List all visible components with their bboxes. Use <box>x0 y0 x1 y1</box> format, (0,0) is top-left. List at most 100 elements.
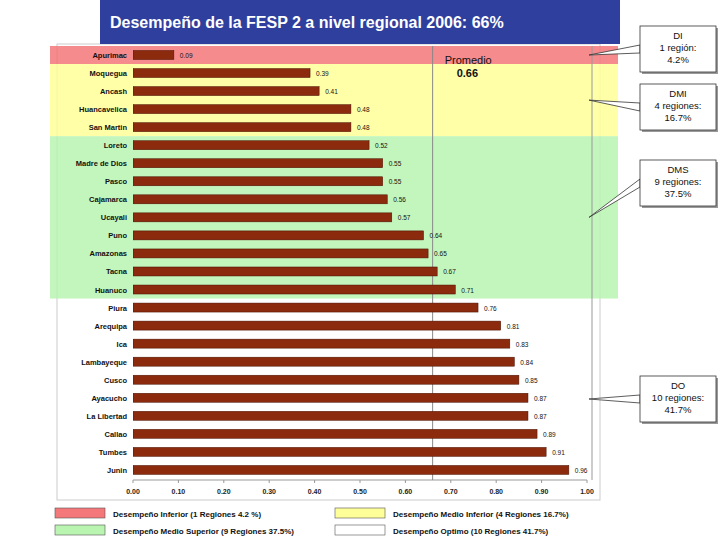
legend-label: Desempeño Medio Inferior (4 Regiones 16.… <box>393 510 569 519</box>
category-label: Pasco <box>105 177 128 186</box>
bar <box>133 177 383 186</box>
x-tick-label: 0.20 <box>217 488 231 495</box>
band <box>50 46 618 64</box>
callout-text: DO <box>671 380 685 391</box>
data-label: 0.67 <box>443 268 456 275</box>
bar <box>133 303 478 312</box>
category-label: Cusco <box>104 376 127 385</box>
callout-box <box>640 376 716 422</box>
bar <box>133 375 519 384</box>
x-tick-label: 0.00 <box>126 488 140 495</box>
category-label: Tumbes <box>99 448 127 457</box>
category-label: Cajamarca <box>89 195 128 204</box>
category-label: Huancavelica <box>79 105 128 114</box>
category-label: Amazonas <box>89 249 127 258</box>
category-label: Puno <box>108 231 127 240</box>
data-label: 0.87 <box>534 395 547 402</box>
category-label: Apurimac <box>92 51 127 60</box>
bar <box>133 159 383 168</box>
callout-text: 16.7% <box>665 112 692 123</box>
bar <box>133 249 428 258</box>
category-label: Ica <box>117 340 128 349</box>
x-tick-label: 0.30 <box>262 488 276 495</box>
x-tick <box>541 480 542 483</box>
callout-pointer <box>589 179 640 217</box>
data-label: 0.52 <box>375 142 388 149</box>
category-label: Piura <box>108 304 128 313</box>
x-tick <box>314 480 315 483</box>
x-tick-label: 0.70 <box>444 488 458 495</box>
band <box>50 64 618 136</box>
callout-text: DMS <box>667 164 688 175</box>
x-tick-label: 0.50 <box>353 488 367 495</box>
data-label: 0.39 <box>316 70 329 77</box>
x-tick <box>405 480 406 483</box>
data-label: 0.96 <box>575 467 588 474</box>
x-tick <box>178 480 179 483</box>
x-tick <box>496 480 497 483</box>
callout-text: 4.2% <box>667 54 689 65</box>
category-label: Madre de Dios <box>76 159 127 168</box>
data-label: 0.57 <box>398 214 411 221</box>
x-tick <box>450 480 451 483</box>
average-value: 0.66 <box>457 67 478 79</box>
legend-swatch <box>55 525 105 535</box>
category-label: San Martin <box>89 123 128 132</box>
x-tick-label: 1.00 <box>580 488 594 495</box>
x-tick-label: 0.10 <box>172 488 186 495</box>
bar <box>133 285 455 294</box>
data-label: 0.91 <box>552 449 565 456</box>
bar <box>133 465 569 474</box>
category-label: Junin <box>107 466 127 475</box>
legend-label: Desempeño Inferior (1 Regiones 4.2 %) <box>113 510 261 519</box>
x-tick <box>133 480 134 483</box>
category-label: Moquegua <box>90 69 128 78</box>
band <box>50 299 618 479</box>
chart: Desempeño de la FESP 2 a nivel regional … <box>0 0 720 540</box>
title: Desempeño de la FESP 2 a nivel regional … <box>110 14 504 31</box>
data-label: 0.48 <box>357 124 370 131</box>
callout-text: 41.7% <box>665 404 692 415</box>
data-label: 0.76 <box>484 305 497 312</box>
legend-swatch <box>335 525 385 535</box>
data-label: 0.56 <box>393 196 406 203</box>
bar <box>133 267 437 276</box>
legend-swatch <box>335 508 385 518</box>
data-label: 0.81 <box>507 323 520 330</box>
x-tick-label: 0.90 <box>535 488 549 495</box>
bar <box>133 69 310 78</box>
x-tick-label: 0.40 <box>308 488 322 495</box>
bar <box>133 123 351 132</box>
category-label: Huanuco <box>95 286 128 295</box>
data-label: 0.64 <box>430 232 443 239</box>
data-label: 0.89 <box>543 431 556 438</box>
bar <box>133 105 351 114</box>
category-label: Tacna <box>106 267 128 276</box>
category-label: Ucayali <box>101 213 127 222</box>
legend-label: Desempeño Optimo (10 Regiones 41.7%) <box>393 527 548 536</box>
bar <box>133 447 546 456</box>
bar <box>133 339 510 348</box>
x-tick <box>223 480 224 483</box>
bar <box>133 195 387 204</box>
callout-box <box>640 84 716 130</box>
data-label: 0.83 <box>516 341 529 348</box>
data-label: 0.55 <box>389 160 402 167</box>
category-label: Callao <box>104 430 127 439</box>
x-tick <box>269 480 270 483</box>
bar <box>133 87 319 96</box>
category-label: Ancash <box>100 87 128 96</box>
category-label: Ayacucho <box>91 394 127 403</box>
bars <box>133 51 569 475</box>
x-tick-label: 0.80 <box>489 488 503 495</box>
title-box <box>100 0 620 44</box>
data-label: 0.85 <box>525 377 538 384</box>
bar <box>133 141 369 150</box>
data-label: 0.09 <box>180 52 193 59</box>
callout-text: 10 regiones: <box>652 392 704 403</box>
legend-swatch <box>55 508 105 518</box>
bar <box>133 321 501 330</box>
callout-pointer <box>589 45 640 55</box>
data-label: 0.55 <box>389 178 402 185</box>
bar <box>133 51 174 60</box>
